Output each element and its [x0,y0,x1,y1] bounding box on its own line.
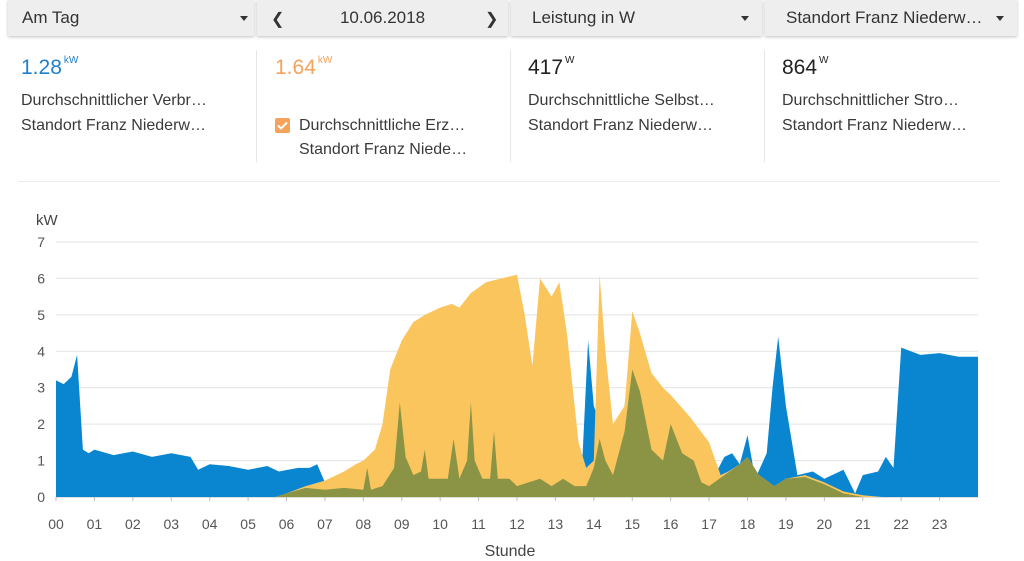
chevron-right-icon[interactable]: ❯ [485,11,499,28]
production-checkbox[interactable] [275,118,290,133]
y-tick-label: 6 [37,270,45,286]
y-tick-label: 1 [37,453,45,469]
area-self-consumption [56,369,978,497]
x-tick-label: 16 [663,516,679,532]
chart-areas [56,274,978,497]
divider [764,50,765,162]
y-axis-label: kW [36,212,59,229]
x-tick-label: 00 [48,516,64,532]
y-tick-label: 5 [37,307,45,323]
kpi-description: Durchschnittlicher Stro… [782,92,959,109]
kpi-description: Durchschnittliche Selbst… [528,92,715,109]
metric-select-label: Leistung in W [532,8,635,27]
kpi-consumption: 1.28 kW Durchschnittlicher Verbr… Standor… [0,36,256,172]
x-tick-label: 09 [394,516,410,532]
kpi-location: Standort Franz Niederw… [782,117,967,134]
section-divider [18,181,1000,182]
x-tick-label: 08 [356,516,372,532]
kpi-value-number: 1.28 [21,56,62,79]
y-tick-label: 3 [37,380,45,396]
divider [510,50,511,162]
kpi-unit: kW [317,55,333,66]
divider [256,50,257,162]
kpi-unit: kW [63,55,79,66]
chevron-down-icon [240,16,248,21]
x-tick-label: 12 [509,516,525,532]
x-tick-label: 13 [548,516,564,532]
chevron-down-icon [996,16,1004,21]
x-tick-label: 07 [317,516,333,532]
period-select-label: Am Tag [22,8,80,27]
metric-select[interactable]: Leistung in W [511,0,762,36]
kpi-description: Durchschnittliche Erz… [299,117,466,134]
x-tick-label: 20 [817,516,833,532]
x-tick-label: 11 [471,516,486,532]
x-tick-label: 18 [740,516,756,532]
period-select[interactable]: Am Tag [8,0,254,36]
x-tick-label: 14 [586,516,602,532]
kpi-value: 1.28 kW [21,55,79,80]
x-axis-label: Stunde [485,543,536,560]
x-tick-label: 06 [279,516,295,532]
x-tick-label: 17 [701,516,717,532]
x-tick-label: 21 [855,516,871,532]
area-production [56,274,978,497]
kpi-value-number: 417 [528,56,564,79]
kpi-production: 1.64 kW Durchschnittliche Erz… Standort F… [257,36,510,172]
x-tick-label: 22 [893,516,909,532]
x-tick-label: 04 [202,516,218,532]
y-tick-label: 7 [37,234,45,250]
kpi-value-number: 1.64 [275,56,316,79]
x-tick-label: 05 [240,516,256,532]
kpi-self-consumption: 417 W Durchschnittliche Selbst… Standort … [511,36,764,172]
toolbar: Am Tag ❮ 10.06.2018 ❯ Leistung in W Stan… [0,0,1024,36]
y-tick-label: 2 [37,416,45,432]
chevron-down-icon [741,16,749,21]
x-axis-ticks: 00 01 02 03 04 05 06 07 08 09 10 11 12 13 14 15 16 17 18 19… [48,497,948,532]
checkmark-icon [277,121,288,130]
chevron-left-icon[interactable]: ❮ [271,11,285,28]
kpi-location: Standort Franz Niederw… [528,117,713,134]
x-tick-label: 03 [163,516,179,532]
x-tick-label: 15 [624,516,640,532]
kpi-value: 417 W [528,55,575,80]
kpi-unit: W [565,55,575,66]
location-select[interactable]: Standort Franz Niederw… [765,0,1017,36]
y-tick-label: 4 [37,343,45,359]
kpi-location: Standort Franz Niede… [299,141,468,158]
x-tick-label: 19 [778,516,794,532]
location-select-label: Standort Franz Niederw… [786,8,983,27]
y-axis-ticks: 0 1 2 3 4 5 6 7 [37,234,45,505]
kpi-value-number: 864 [782,56,818,79]
x-tick-label: 01 [87,516,103,532]
y-tick-label: 0 [37,489,45,505]
x-tick-label: 10 [432,516,448,532]
kpi-location: Standort Franz Niederw… [21,117,206,134]
kpi-grid: 864 W Durchschnittlicher Stro… Standort F… [765,36,1024,172]
kpi-unit: W [819,55,829,66]
date-navigator: ❮ 10.06.2018 ❯ [257,0,508,36]
kpi-description: Durchschnittlicher Verbr… [21,92,207,109]
kpi-value: 864 W [782,55,829,80]
date-label[interactable]: 10.06.2018 [339,8,426,27]
kpi-value: 1.64 kW [275,55,333,80]
x-tick-label: 02 [125,516,141,532]
x-tick-label: 23 [932,516,948,532]
